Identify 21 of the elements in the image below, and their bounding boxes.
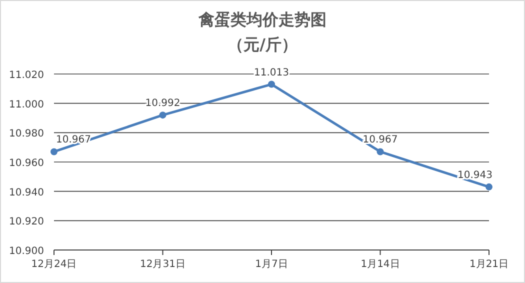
data-label: 10.943: [458, 170, 492, 181]
x-tick-label: 12月31日: [140, 259, 186, 270]
chart-title: 禽蛋类均价走势图: [198, 10, 326, 29]
x-tick-label: 12月24日: [31, 259, 77, 270]
y-tick-label: 10.900: [9, 246, 44, 257]
y-tick-label: 10.920: [9, 216, 44, 228]
y-tick-label: 10.960: [9, 158, 44, 169]
point: [376, 148, 384, 156]
point: [486, 183, 492, 190]
y-tick-label: 10.980: [9, 128, 44, 140]
y-tick-label: 11.020: [9, 70, 44, 81]
y-tick-label: 11.000: [9, 99, 44, 110]
point: [50, 148, 58, 156]
data-label: 10.967: [362, 134, 398, 146]
x-tick-label: 1月14日: [360, 259, 400, 270]
y-tick-label: 10.940: [9, 187, 44, 198]
x-tick-label: 1月7日: [255, 259, 288, 270]
point: [159, 112, 166, 119]
chart-subtitle: （元/斤）: [228, 35, 298, 54]
point: [268, 80, 275, 88]
x-tick-label: 1月21日: [469, 259, 509, 270]
